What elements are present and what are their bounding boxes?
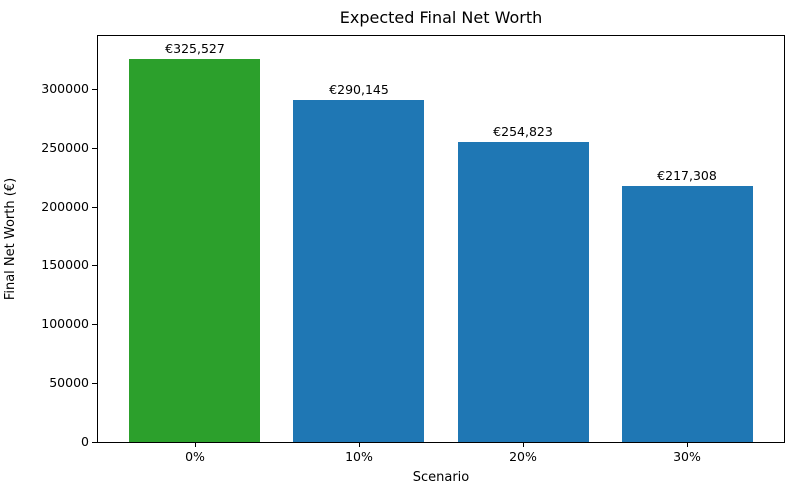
- bar-30%: [622, 186, 753, 442]
- x-tick-mark: [687, 443, 688, 447]
- y-tick-mark: [92, 442, 97, 443]
- x-tick-label-20%: 20%: [509, 449, 537, 464]
- x-tick-label-10%: 10%: [345, 449, 373, 464]
- bar-value-label-20%: €254,823: [493, 124, 553, 139]
- plot-area: €325,527 €290,145 €254,823 €217,308: [97, 35, 785, 443]
- y-tick-mark: [92, 383, 97, 384]
- x-tick-mark: [359, 443, 360, 447]
- y-tick-label: 150000: [41, 257, 89, 272]
- y-axis-label: Final Net Worth (€): [3, 177, 18, 301]
- x-tick-label-30%: 30%: [673, 449, 701, 464]
- x-tick-mark: [195, 443, 196, 447]
- y-tick-mark: [92, 207, 97, 208]
- y-tick-label: 50000: [49, 375, 89, 390]
- y-tick-mark: [92, 148, 97, 149]
- y-tick-mark: [92, 89, 97, 90]
- y-tick-label: 300000: [41, 81, 89, 96]
- x-tick-mark: [523, 443, 524, 447]
- bar-20%: [458, 142, 589, 442]
- bar-value-label-30%: €217,308: [657, 168, 717, 183]
- x-axis-label: Scenario: [412, 470, 470, 485]
- bar-value-label-0%: €325,527: [165, 41, 225, 56]
- y-tick-mark: [92, 324, 97, 325]
- x-tick-label-0%: 0%: [185, 449, 205, 464]
- chart-title: Expected Final Net Worth: [339, 8, 543, 27]
- y-tick-label: 0: [81, 434, 89, 449]
- y-tick-label: 100000: [41, 316, 89, 331]
- bar-10%: [293, 100, 424, 442]
- bar-value-label-10%: €290,145: [329, 82, 389, 97]
- y-tick-label: 250000: [41, 140, 89, 155]
- y-tick-mark: [92, 265, 97, 266]
- bar-0%: [129, 59, 260, 442]
- y-tick-label: 200000: [41, 199, 89, 214]
